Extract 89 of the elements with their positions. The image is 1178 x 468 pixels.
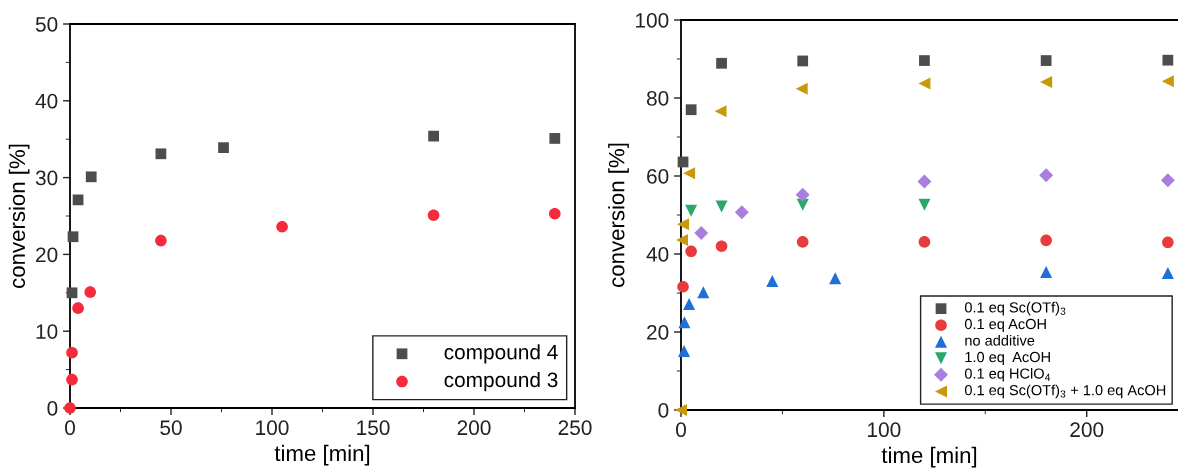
point — [1040, 265, 1053, 278]
y-tick-label: 100 — [636, 13, 669, 28]
point — [674, 403, 688, 417]
y-tick-label: 30 — [35, 170, 58, 186]
point — [716, 57, 727, 69]
point — [66, 373, 78, 386]
y-tick-label: 20 — [647, 325, 669, 340]
point — [1040, 234, 1052, 247]
point — [72, 194, 84, 206]
y-axis-title: conversion [%] — [608, 143, 629, 287]
point — [85, 171, 97, 183]
point — [715, 200, 728, 213]
legend-label: 1.0 eq AcOH — [965, 351, 1050, 366]
point — [677, 218, 690, 231]
point — [1160, 173, 1175, 188]
y-tick-label: 40 — [646, 247, 669, 262]
point — [678, 316, 691, 329]
point — [155, 148, 167, 160]
point — [64, 402, 76, 414]
point — [1161, 75, 1174, 88]
point — [1039, 168, 1054, 183]
point — [683, 297, 696, 310]
point — [66, 287, 78, 299]
point — [66, 346, 78, 359]
point — [1162, 236, 1174, 249]
legend-label: no additive — [965, 334, 1035, 346]
x-tick-label: 150 — [357, 420, 390, 436]
point — [685, 204, 698, 217]
point — [683, 167, 696, 180]
point — [766, 274, 779, 287]
point — [548, 207, 561, 220]
point — [918, 236, 931, 248]
legend-label: 0.1 eq Sc(OTf)$_{3}$ + 1.0 eq AcOH — [964, 384, 1166, 399]
point — [84, 286, 97, 298]
point — [676, 233, 689, 246]
legend-label: compound 3 — [444, 371, 558, 392]
point — [714, 105, 727, 118]
point — [67, 231, 79, 243]
x-axis-title: time [min] — [881, 446, 977, 468]
point — [918, 198, 931, 211]
point — [1040, 55, 1052, 66]
point — [276, 220, 288, 233]
legend-label: 0.1 eq Sc(OTf)$_{3}$ — [964, 301, 1066, 316]
point — [694, 226, 709, 240]
x-tick-label: 200 — [457, 420, 491, 436]
x-tick-label: 0 — [676, 422, 686, 438]
point — [685, 245, 697, 258]
point — [1040, 76, 1053, 89]
x-tick-label: 200 — [1070, 422, 1104, 438]
legend-label: compound 4 — [444, 344, 558, 364]
y-tick-label: 50 — [35, 17, 58, 32]
point — [795, 187, 810, 202]
y-axis-title: conversion [%] — [8, 144, 30, 288]
x-tick-label: 0 — [65, 420, 75, 436]
point — [1162, 54, 1174, 66]
point — [1161, 267, 1174, 280]
legend-label: 0.1 eq AcOH — [964, 318, 1046, 333]
point — [427, 209, 440, 222]
legend-label: 0.1 eq HClO$_{4}$ — [964, 368, 1051, 382]
x-tick-label: 100 — [868, 422, 901, 438]
x-axis-title: time [min] — [274, 444, 370, 466]
y-tick-label: 0 — [658, 403, 669, 418]
y-tick-label: 20 — [36, 247, 58, 263]
point — [685, 104, 697, 116]
point — [549, 133, 561, 144]
y-tick-label: 80 — [646, 91, 669, 106]
point — [678, 345, 691, 358]
x-tick-label: 50 — [160, 420, 182, 436]
x-tick-label: 250 — [558, 420, 592, 436]
point — [795, 82, 808, 95]
y-tick-label: 40 — [35, 93, 58, 109]
point — [428, 130, 439, 142]
point — [715, 240, 728, 253]
point — [829, 272, 842, 285]
y-tick-label: 0 — [47, 401, 58, 416]
y-tick-label: 10 — [36, 324, 58, 339]
point — [796, 236, 809, 248]
point — [797, 55, 809, 67]
y-tick-label: 60 — [647, 169, 669, 184]
point — [72, 302, 84, 314]
x-tick-label: 100 — [256, 420, 289, 436]
point — [697, 286, 710, 299]
point — [734, 205, 749, 220]
point — [155, 234, 167, 247]
point — [919, 55, 930, 66]
point — [918, 77, 931, 90]
point — [917, 174, 932, 189]
point — [677, 280, 689, 293]
point — [218, 142, 229, 154]
